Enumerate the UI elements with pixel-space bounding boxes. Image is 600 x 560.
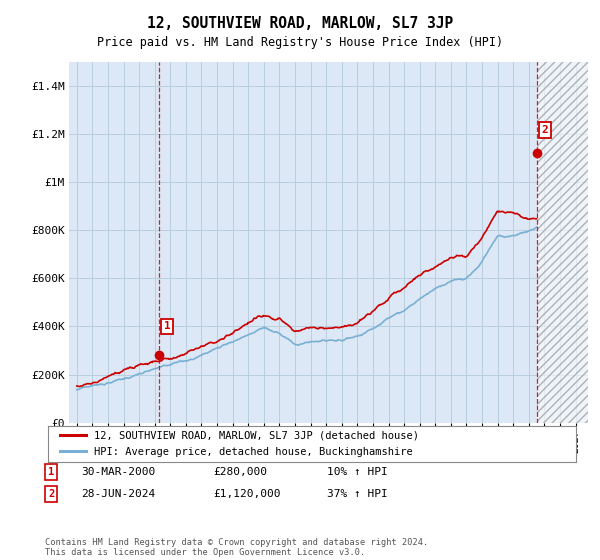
- Text: Price paid vs. HM Land Registry's House Price Index (HPI): Price paid vs. HM Land Registry's House …: [97, 36, 503, 49]
- Text: 10% ↑ HPI: 10% ↑ HPI: [327, 467, 388, 477]
- Legend: 12, SOUTHVIEW ROAD, MARLOW, SL7 3JP (detached house), HPI: Average price, detach: 12, SOUTHVIEW ROAD, MARLOW, SL7 3JP (det…: [56, 427, 424, 461]
- Text: 30-MAR-2000: 30-MAR-2000: [81, 467, 155, 477]
- Text: 1: 1: [164, 321, 170, 332]
- Text: £1,120,000: £1,120,000: [213, 489, 281, 499]
- Text: 37% ↑ HPI: 37% ↑ HPI: [327, 489, 388, 499]
- Text: 28-JUN-2024: 28-JUN-2024: [81, 489, 155, 499]
- Text: 2: 2: [48, 489, 54, 499]
- Text: 1: 1: [48, 467, 54, 477]
- Text: 12, SOUTHVIEW ROAD, MARLOW, SL7 3JP: 12, SOUTHVIEW ROAD, MARLOW, SL7 3JP: [147, 16, 453, 31]
- Text: 2: 2: [542, 125, 548, 135]
- Text: Contains HM Land Registry data © Crown copyright and database right 2024.
This d: Contains HM Land Registry data © Crown c…: [45, 538, 428, 557]
- Text: £280,000: £280,000: [213, 467, 267, 477]
